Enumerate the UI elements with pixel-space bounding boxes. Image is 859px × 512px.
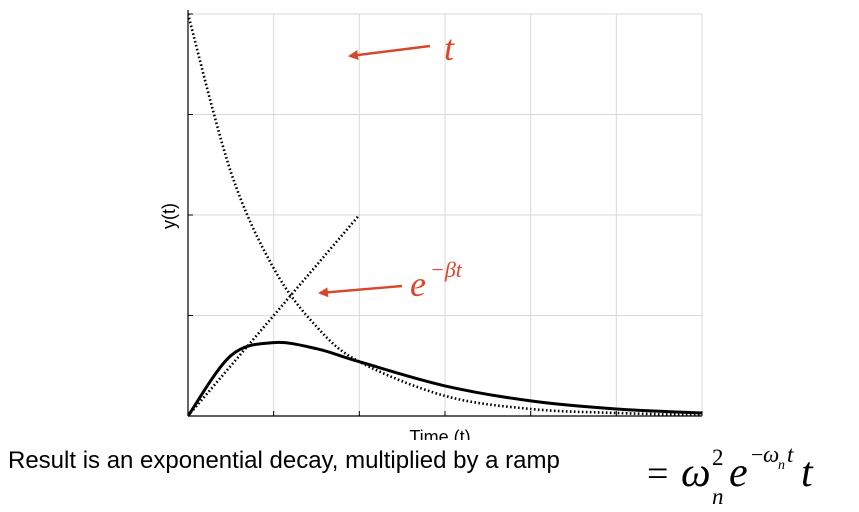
grid	[188, 13, 703, 416]
eq-e: e	[729, 450, 748, 496]
eq-equals: =	[647, 453, 668, 495]
eq-exp-minus: −	[751, 442, 763, 467]
eq-exp-omega: ω	[763, 442, 779, 467]
y-axis-label: y(t)	[159, 203, 179, 229]
x-axis-label: Time (t)	[409, 427, 470, 440]
series-line-2	[188, 340, 702, 417]
eq-t: t	[801, 450, 814, 496]
series-line-0	[188, 214, 361, 417]
axes	[187, 10, 703, 417]
arrow-exp	[318, 284, 403, 298]
series	[188, 13, 702, 417]
label-exp-superscript: −βt	[430, 257, 463, 282]
caption-equation: = ω 2 n e − ω n t t	[647, 442, 814, 509]
eq-exp-sub-n: n	[778, 458, 785, 473]
label-t: t	[444, 28, 455, 68]
eq-sub-n: n	[712, 484, 724, 509]
eq-sup-2: 2	[712, 445, 724, 470]
label-exp: e	[410, 264, 426, 304]
arrow-t	[348, 44, 431, 60]
eq-omega: ω	[681, 450, 711, 496]
caption-text: Result is an exponential decay, multipli…	[8, 447, 560, 474]
annotations: t e −βt	[318, 28, 463, 304]
chart: t e −βt Time (t) y(t)	[159, 10, 703, 440]
eq-exp-t: t	[787, 442, 794, 467]
